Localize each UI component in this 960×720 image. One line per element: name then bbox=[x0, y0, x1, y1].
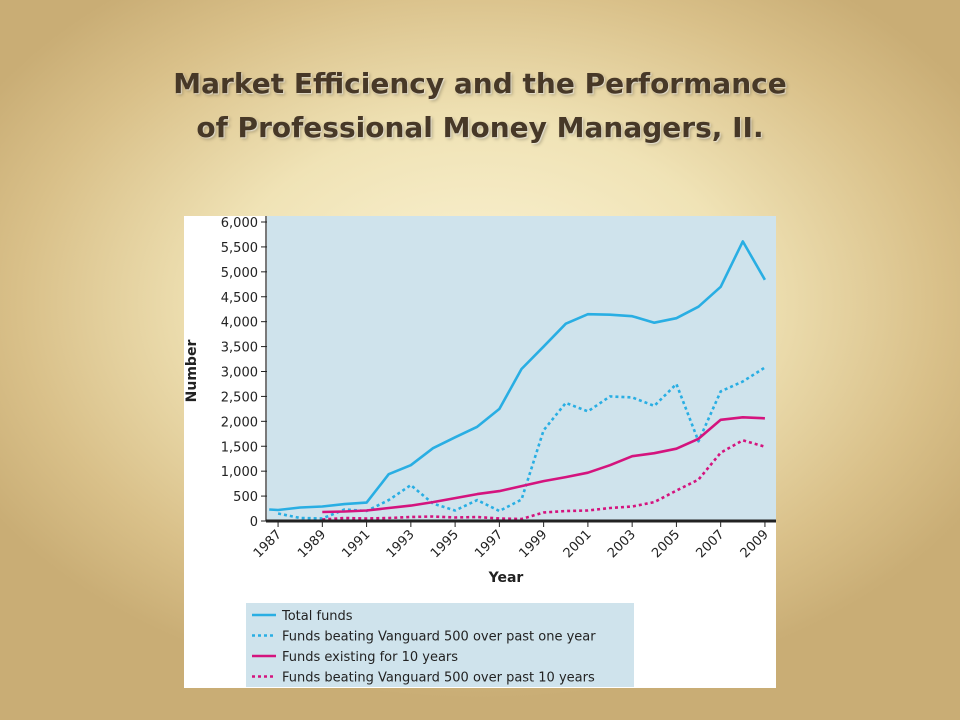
legend-item-3: Funds existing for 10 years bbox=[252, 650, 458, 665]
y-tick-label: 2,000 bbox=[221, 415, 258, 430]
y-tick-label: 4,500 bbox=[221, 291, 258, 306]
series-layer bbox=[269, 240, 767, 521]
series-line-4 bbox=[322, 439, 766, 521]
legend-label: Total funds bbox=[281, 609, 353, 624]
line-chart: 0 500 1,000 1,500 2,000 2,500 3,000 3,500 4,000 4… bbox=[184, 216, 776, 688]
y-tick-label: 3,000 bbox=[221, 366, 258, 381]
y-tick-label: 2,500 bbox=[221, 390, 258, 405]
legend-label: Funds beating Vanguard 500 over past 10 … bbox=[282, 671, 595, 686]
legend-item-4: Funds beating Vanguard 500 over past 10 … bbox=[252, 671, 595, 686]
y-tick-label: 3,500 bbox=[221, 341, 258, 356]
y-axis-label: Number bbox=[184, 340, 200, 403]
y-tick-label: 1,000 bbox=[221, 465, 258, 480]
series-line-3 bbox=[322, 416, 765, 514]
slide-title-line-1: Market Efficiency and the Performance bbox=[173, 67, 787, 100]
y-tick-label: 1,500 bbox=[221, 440, 258, 455]
y-tick-label: 6,000 bbox=[221, 216, 258, 231]
y-tick-label: 0 bbox=[250, 515, 258, 530]
figure-panel: 0 500 1,000 1,500 2,000 2,500 3,000 3,500 4,000 4… bbox=[184, 216, 776, 688]
legend-item-1: Total funds bbox=[252, 609, 353, 624]
x-axis-label: Year bbox=[488, 570, 524, 586]
slide-title: Market Efficiency and the Performance of… bbox=[0, 62, 960, 150]
legend-item-2: Funds beating Vanguard 500 over past one… bbox=[252, 630, 596, 645]
y-tick-label: 4,000 bbox=[221, 316, 258, 331]
y-tick-label: 5,000 bbox=[221, 266, 258, 281]
y-tick-label: 500 bbox=[233, 490, 258, 505]
slide-title-line-2: of Professional Money Managers, II. bbox=[196, 111, 764, 144]
legend-label: Funds beating Vanguard 500 over past one… bbox=[282, 630, 596, 645]
series-line-2 bbox=[277, 366, 766, 520]
legend: Total funds Funds beating Vanguard 500 ov… bbox=[246, 603, 634, 687]
y-axis: 0 500 1,000 1,500 2,000 2,500 3,000 3,500 4,000 4… bbox=[221, 216, 267, 530]
legend-label: Funds existing for 10 years bbox=[282, 650, 458, 665]
series-line-1 bbox=[269, 240, 767, 512]
legend-box bbox=[246, 603, 634, 687]
y-tick-label: 5,500 bbox=[221, 241, 258, 256]
